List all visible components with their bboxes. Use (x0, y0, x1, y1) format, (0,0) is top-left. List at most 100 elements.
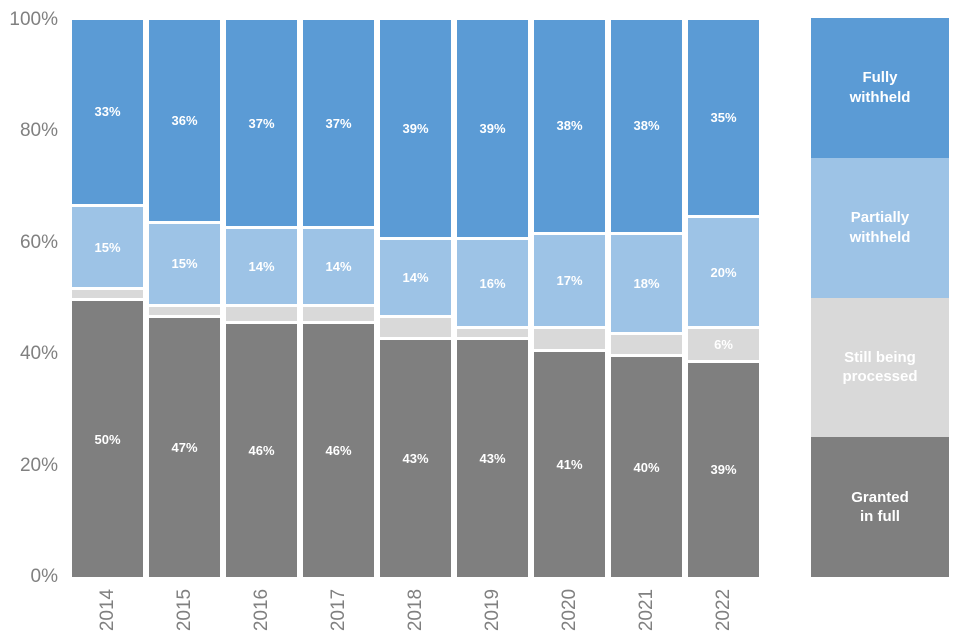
bar-2014: 33% 15% 50% (72, 20, 143, 577)
data-label: 15% (171, 256, 198, 272)
data-label: 41% (556, 456, 583, 472)
data-label: 35% (710, 109, 737, 125)
bar-2021: 38% 18% 40% (611, 20, 682, 577)
x-tick-label: 2022 (712, 588, 734, 632)
x-tick-label: 2020 (558, 588, 580, 632)
y-tick-100: 100% (9, 9, 58, 30)
x-tick-2021: 2021 (611, 581, 682, 639)
segment-fully-withheld-2014: 33% (72, 20, 143, 204)
data-label: 40% (633, 459, 660, 475)
x-tick-2016: 2016 (226, 581, 297, 639)
segment-granted-in-full-2016: 46% (226, 320, 297, 577)
data-label: 15% (94, 239, 121, 255)
segment-still-being-processed-2016 (226, 304, 297, 321)
segment-granted-in-full-2014: 50% (72, 298, 143, 577)
segment-partially-withheld-2015: 15% (149, 220, 220, 305)
data-label: 38% (556, 118, 583, 134)
segment-granted-in-full-2019: 43% (457, 337, 528, 577)
segment-partially-withheld-2017: 14% (303, 226, 374, 305)
data-label: 39% (402, 121, 429, 137)
x-tick-2017: 2017 (303, 581, 374, 639)
data-label: 39% (710, 462, 737, 478)
data-label: 37% (325, 115, 352, 131)
segment-fully-withheld-2016: 37% (226, 20, 297, 227)
data-label: 38% (633, 118, 660, 134)
data-label: 6% (714, 337, 733, 353)
bar-2020: 38% 17% 41% (534, 20, 605, 577)
data-label: 50% (94, 431, 121, 447)
legend-item-label: Granted in full (851, 488, 909, 526)
segment-partially-withheld-2022: 20% (688, 214, 759, 327)
x-tick-2019: 2019 (457, 581, 528, 639)
legend-item-fully-withheld: Fully withheld (811, 18, 949, 158)
legend-item-label: Partially withheld (849, 209, 911, 246)
segment-granted-in-full-2015: 47% (149, 315, 220, 577)
x-tick-2018: 2018 (380, 581, 451, 639)
legend-item-still-being-processed: Still being processed (811, 297, 949, 438)
data-label: 16% (479, 275, 506, 291)
segment-fully-withheld-2015: 36% (149, 20, 220, 221)
data-label: 46% (248, 442, 275, 458)
segment-partially-withheld-2018: 14% (380, 237, 451, 316)
segment-partially-withheld-2021: 18% (611, 231, 682, 332)
data-label: 14% (325, 259, 352, 275)
segment-partially-withheld-2014: 15% (72, 203, 143, 288)
data-label: 18% (633, 275, 660, 291)
y-tick-0: 0% (30, 566, 58, 587)
bar-2019: 39% 16% 43% (457, 20, 528, 577)
x-tick-2015: 2015 (149, 581, 220, 639)
x-tick-label: 2021 (635, 588, 657, 632)
data-label: 14% (248, 259, 275, 275)
data-label: 17% (556, 273, 583, 288)
x-tick-label: 2014 (96, 588, 118, 632)
bar-2016: 37% 14% 46% (226, 20, 297, 577)
segment-still-being-processed-2021 (611, 331, 682, 355)
x-tick-2020: 2020 (534, 581, 605, 639)
data-label: 36% (171, 112, 198, 128)
bar-2022: 35% 20% 6% 39% (688, 20, 759, 577)
segment-fully-withheld-2022: 35% (688, 20, 759, 215)
segment-still-being-processed-2015 (149, 304, 220, 316)
segment-still-being-processed-2014 (72, 287, 143, 299)
plot-area: 33% 15% 50% 36% 15% 47% 37% 14% 46% 37% 14% 46% 39% 1… (72, 20, 759, 577)
x-tick-label: 2016 (250, 588, 272, 632)
data-label: 47% (171, 440, 198, 456)
segment-fully-withheld-2019: 39% (457, 20, 528, 238)
y-tick-20: 20% (19, 454, 58, 476)
bar-2017: 37% 14% 46% (303, 20, 374, 577)
data-label: 43% (402, 451, 429, 467)
legend-item-label: Still being processed (842, 348, 918, 386)
segment-fully-withheld-2020: 38% (534, 20, 605, 232)
segment-still-being-processed-2020 (534, 326, 605, 349)
segment-granted-in-full-2020: 41% (534, 348, 605, 577)
segment-still-being-processed-2019 (457, 326, 528, 338)
data-label: 46% (325, 442, 352, 458)
data-label: 43% (479, 451, 506, 467)
segment-granted-in-full-2017: 46% (303, 320, 374, 577)
x-tick-2022: 2022 (688, 581, 759, 639)
x-tick-2014: 2014 (72, 581, 143, 639)
legend-item-partially-withheld: Partially withheld (811, 157, 949, 298)
x-tick-label: 2018 (404, 588, 426, 632)
legend: Fully withheld Partially withheld Still be… (811, 18, 949, 577)
y-tick-60: 60% (19, 231, 58, 253)
data-label: 37% (248, 115, 275, 131)
segment-granted-in-full-2022: 39% (688, 359, 759, 577)
segment-still-being-processed-2018 (380, 315, 451, 338)
data-label: 33% (94, 104, 121, 120)
x-tick-label: 2019 (481, 588, 503, 632)
segment-fully-withheld-2017: 37% (303, 20, 374, 227)
segment-granted-in-full-2021: 40% (611, 354, 682, 577)
x-tick-label: 2017 (327, 588, 349, 632)
y-tick-80: 80% (19, 120, 58, 142)
data-label: 39% (479, 121, 506, 137)
segment-partially-withheld-2019: 16% (457, 237, 528, 327)
data-label: 20% (710, 264, 737, 280)
segment-partially-withheld-2016: 14% (226, 226, 297, 305)
segment-fully-withheld-2018: 39% (380, 20, 451, 238)
segment-fully-withheld-2021: 38% (611, 20, 682, 232)
legend-item-granted-in-full: Granted in full (811, 437, 949, 577)
y-tick-40: 40% (19, 343, 58, 365)
data-label: 14% (402, 270, 429, 286)
